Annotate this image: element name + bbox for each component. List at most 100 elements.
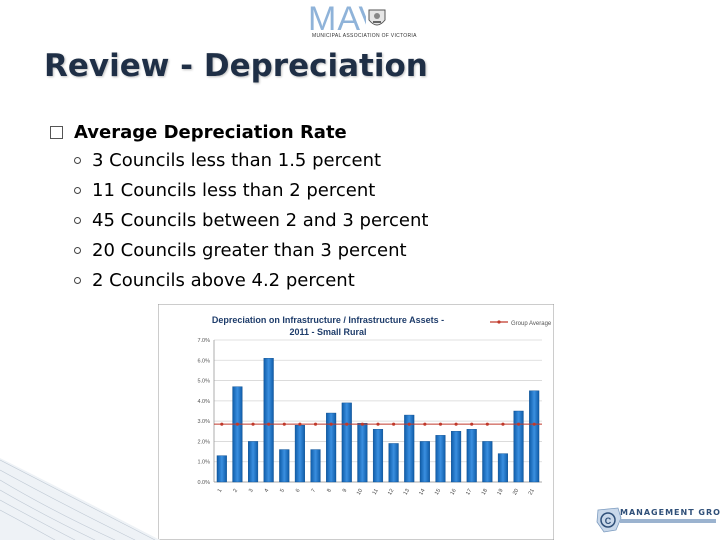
average-point xyxy=(345,422,349,426)
x-axis-labels: 1 2 3 4 5 6 7 8 9 10 11 12 13 14 15 16 17 18 19 20 21 xyxy=(217,488,536,496)
chart-bar xyxy=(279,449,290,483)
x-tick-label: 7 xyxy=(311,488,318,494)
x-tick-label: 6 xyxy=(295,488,302,494)
chart-bar xyxy=(529,390,540,483)
bullet-heading: Average Depreciation Rate xyxy=(74,122,347,143)
average-point xyxy=(267,422,271,426)
chart-bar xyxy=(357,422,368,483)
x-tick-label: 18 xyxy=(481,488,489,496)
bullet-heading-row: Average Depreciation Rate xyxy=(50,122,428,150)
average-point xyxy=(423,422,427,426)
list-item-text: 20 Councils greater than 3 percent xyxy=(92,240,407,261)
chart-bar xyxy=(341,402,352,483)
chart-bar xyxy=(326,412,337,483)
x-tick-label: 21 xyxy=(528,488,536,496)
average-point xyxy=(501,422,505,426)
x-tick-label: 5 xyxy=(279,488,286,494)
list-item: 2 Councils above 4.2 percent xyxy=(50,270,428,300)
x-tick-label: 11 xyxy=(372,488,380,496)
management-group-logo: C MANAGEMENT GROUP xyxy=(592,500,720,540)
average-point xyxy=(376,422,380,426)
average-line xyxy=(214,422,542,426)
bullet-list: Average Depreciation Rate 3 Councils les… xyxy=(50,122,428,300)
average-point xyxy=(470,422,474,426)
y-tick-label: 4.0% xyxy=(197,399,210,405)
chart-bars xyxy=(216,358,540,483)
chart-bar xyxy=(419,441,430,483)
chart-bar xyxy=(216,455,227,483)
crest-icon xyxy=(366,6,388,32)
square-bullet-icon xyxy=(50,126,63,139)
chart-bar xyxy=(451,431,462,483)
list-item-text: 45 Councils between 2 and 3 percent xyxy=(92,210,429,231)
x-tick-label: 12 xyxy=(387,488,395,496)
y-tick-label: 5.0% xyxy=(197,379,210,385)
x-tick-label: 14 xyxy=(418,488,426,496)
y-tick-label: 0.0% xyxy=(197,480,210,486)
x-tick-label: 19 xyxy=(496,488,504,496)
chart-bar xyxy=(232,386,243,483)
y-tick-label: 1.0% xyxy=(197,460,210,466)
chart-bar xyxy=(497,453,508,483)
legend-label: Group Average xyxy=(511,321,552,327)
average-point xyxy=(407,422,411,426)
mav-logo-subtitle: MUNICIPAL ASSOCIATION OF VICTORIA xyxy=(312,33,417,39)
chart-bar xyxy=(310,449,321,483)
chart-bar xyxy=(466,429,477,483)
average-point xyxy=(485,422,489,426)
map-icon: C xyxy=(596,507,622,533)
list-item: 20 Councils greater than 3 percent xyxy=(50,240,428,270)
circle-bullet-icon xyxy=(74,277,81,284)
circle-bullet-icon xyxy=(74,247,81,254)
x-tick-label: 9 xyxy=(342,488,349,494)
y-tick-label: 2.0% xyxy=(197,439,210,445)
x-tick-label: 16 xyxy=(450,488,458,496)
chart-frame xyxy=(158,304,554,540)
average-point xyxy=(235,422,240,426)
average-point xyxy=(298,422,302,426)
circle-bullet-icon xyxy=(74,157,81,164)
chart-bar xyxy=(513,410,524,483)
y-tick-label: 6.0% xyxy=(197,358,210,364)
x-tick-label: 1 xyxy=(217,488,224,494)
depreciation-chart: Depreciation on Infrastructure / Infrast… xyxy=(158,304,554,540)
average-point xyxy=(454,422,458,426)
list-item: 45 Councils between 2 and 3 percent xyxy=(50,210,428,240)
chart-bar xyxy=(435,435,446,483)
x-tick-label: 13 xyxy=(403,488,411,496)
x-tick-label: 10 xyxy=(356,488,364,496)
legend-marker xyxy=(497,320,501,324)
chart-bar xyxy=(388,443,399,483)
average-point xyxy=(220,422,224,426)
svg-text:C: C xyxy=(605,516,612,526)
management-group-text: MANAGEMENT GROUP xyxy=(620,508,720,517)
y-tick-label: 7.0% xyxy=(197,338,210,344)
chart-bar xyxy=(372,429,384,483)
average-point xyxy=(313,422,318,426)
page-title: Review - Depreciation xyxy=(44,48,428,84)
x-tick-label: 3 xyxy=(248,488,255,494)
chart-title-line2: 2011 - Small Rural xyxy=(289,327,366,337)
chart-bar xyxy=(263,358,274,483)
chart-bar xyxy=(404,414,415,483)
chart-bar xyxy=(294,424,305,483)
x-tick-label: 15 xyxy=(434,488,442,496)
list-item: 11 Councils less than 2 percent xyxy=(50,180,428,210)
circle-bullet-icon xyxy=(74,187,81,194)
average-point xyxy=(360,422,364,426)
x-tick-label: 4 xyxy=(264,488,271,494)
x-tick-label: 2 xyxy=(232,488,239,494)
x-tick-label: 17 xyxy=(465,488,473,496)
mav-logo: MAV MUNICIPAL ASSOCIATION OF VICTORIA xyxy=(308,0,418,42)
chart-bar xyxy=(482,441,493,483)
average-point xyxy=(392,422,396,426)
y-tick-label: 3.0% xyxy=(197,419,210,425)
average-point xyxy=(516,422,521,426)
average-point xyxy=(438,422,443,426)
list-item: 3 Councils less than 1.5 percent xyxy=(50,150,428,180)
list-item-text: 11 Councils less than 2 percent xyxy=(92,180,376,201)
chart-bar xyxy=(248,441,259,483)
chart-title-line1: Depreciation on Infrastructure / Infrast… xyxy=(212,315,444,325)
list-item-text: 2 Councils above 4.2 percent xyxy=(92,270,355,291)
average-point xyxy=(251,422,255,426)
